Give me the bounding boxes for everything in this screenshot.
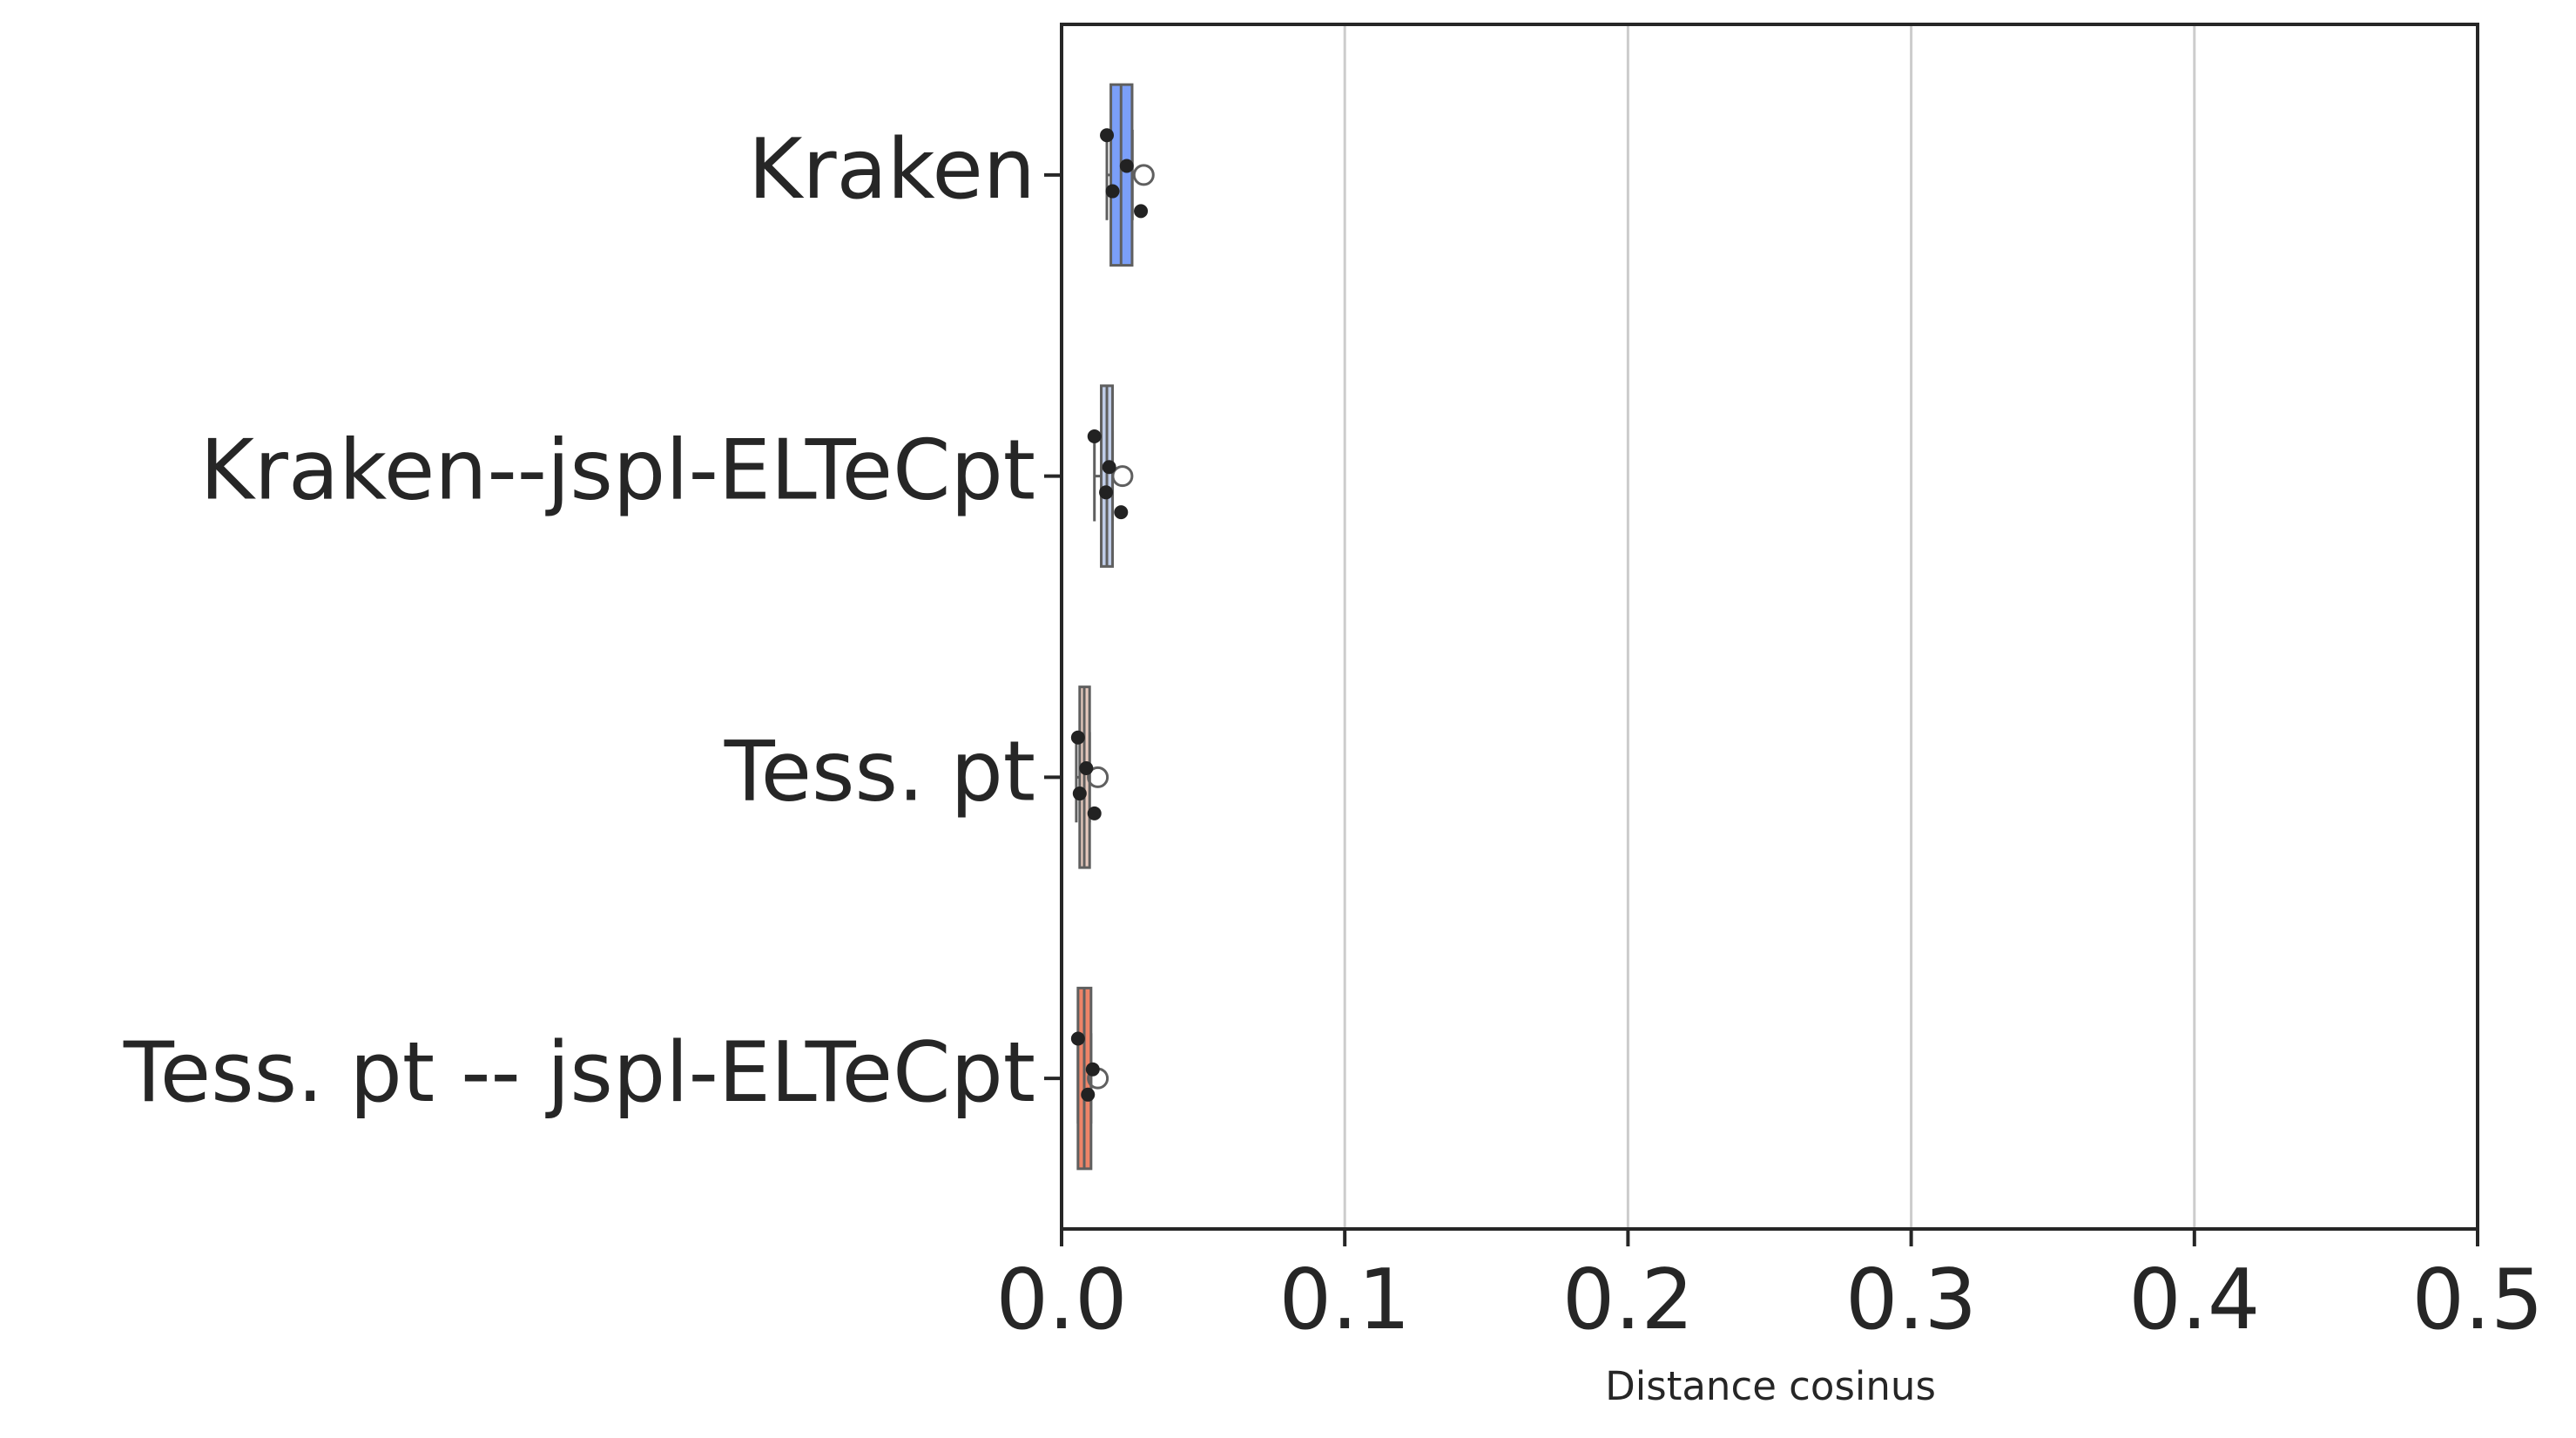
plot-frame xyxy=(1060,23,2479,1231)
point xyxy=(1072,787,1087,801)
point xyxy=(1070,1031,1085,1046)
point xyxy=(1087,429,1102,443)
point xyxy=(1099,485,1114,500)
point xyxy=(1079,761,1094,776)
point xyxy=(1070,730,1085,745)
point xyxy=(1134,204,1149,219)
x-tick-label: 0.1 xyxy=(1279,1252,1411,1348)
y-tick-label: Kraken--jspl-ELTeCpt xyxy=(200,423,1035,519)
x-tick-label: 0.2 xyxy=(1562,1252,1694,1348)
x-tick-label: 0.3 xyxy=(1845,1252,1977,1348)
y-tick-label: Kraken xyxy=(748,122,1035,218)
outlier xyxy=(1087,766,1109,788)
point xyxy=(1087,806,1102,820)
point xyxy=(1119,159,1134,173)
point xyxy=(1085,1062,1100,1077)
x-tick-label: 0.4 xyxy=(2128,1252,2260,1348)
point xyxy=(1102,460,1116,475)
x-tick-label: 0.5 xyxy=(2411,1252,2543,1348)
y-tick-label: Tess. pt xyxy=(724,724,1035,820)
outlier xyxy=(1132,164,1155,186)
x-tick-label: 0.0 xyxy=(995,1252,1127,1348)
x-axis-label: Distance cosinus xyxy=(1605,1363,1936,1409)
point xyxy=(1114,505,1129,520)
outlier xyxy=(1111,465,1134,488)
point xyxy=(1081,1087,1096,1102)
y-tick-label: Tess. pt -- jspl-ELTeCpt xyxy=(123,1025,1035,1121)
point xyxy=(1100,128,1115,143)
point xyxy=(1105,184,1120,199)
